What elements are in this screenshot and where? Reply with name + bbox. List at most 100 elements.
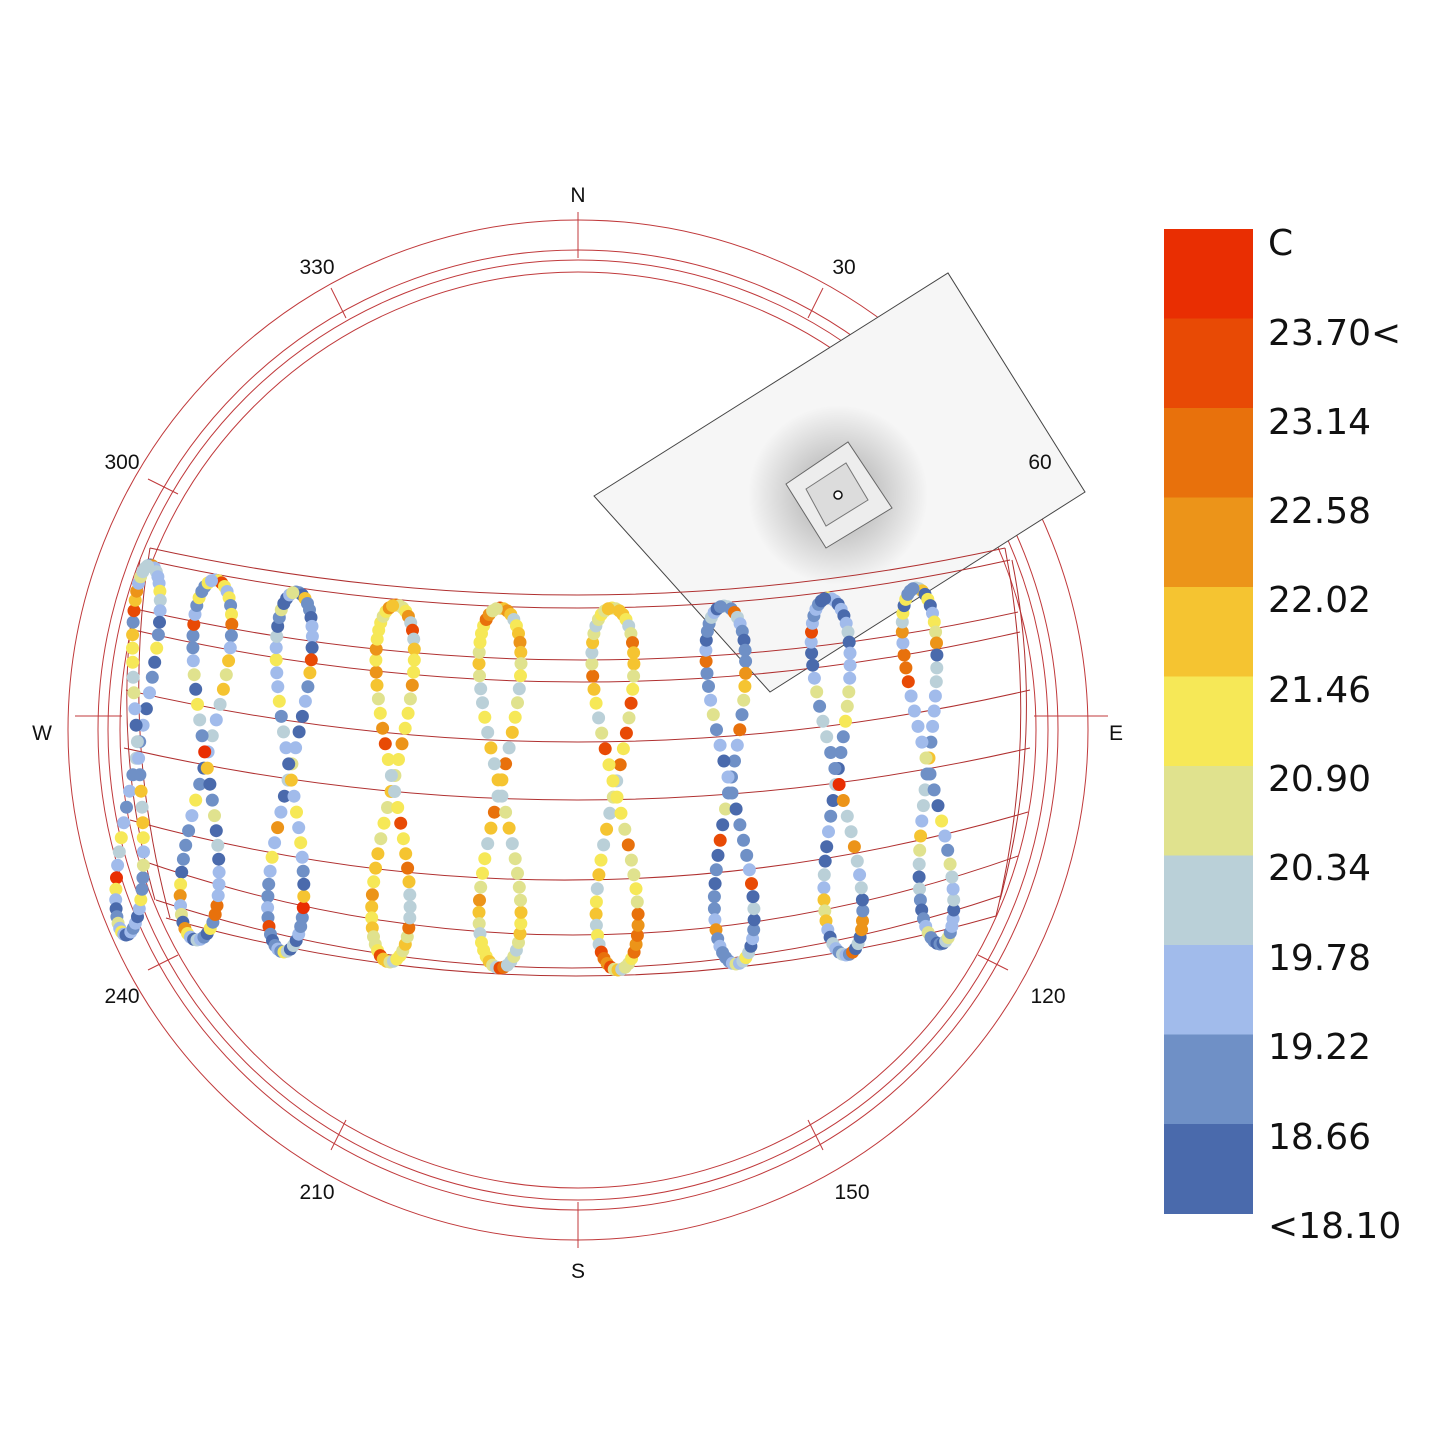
- sun-position-dot: [735, 708, 749, 722]
- sun-position-dot: [928, 689, 942, 703]
- sun-position-dot: [476, 866, 489, 880]
- sun-position-dot: [487, 757, 501, 771]
- sun-position-dot: [403, 888, 417, 902]
- sun-position-dot: [586, 669, 600, 683]
- sunpath-band-line: [133, 629, 1021, 683]
- sun-position-dot: [127, 604, 141, 618]
- sun-position-dot: [224, 629, 238, 643]
- sun-position-dot: [376, 721, 390, 735]
- sun-position-dot: [484, 821, 498, 835]
- sun-position-dot: [367, 875, 381, 889]
- sun-position-dot: [153, 604, 167, 618]
- sun-position-dot: [711, 848, 725, 862]
- compass-rings: [67, 212, 1108, 1248]
- azimuth-330-label: 330: [299, 256, 334, 279]
- sun-position-dot: [407, 642, 421, 656]
- sun-position-dot: [721, 770, 735, 784]
- sun-position-dot: [491, 773, 505, 787]
- sun-position-dot: [137, 845, 150, 859]
- sun-position-dot: [130, 735, 144, 749]
- sun-position-dot: [208, 809, 221, 823]
- sun-position-dot: [274, 709, 288, 723]
- azimuth-60-label: 60: [1028, 451, 1051, 474]
- sun-position-dot: [200, 761, 214, 775]
- sun-position-dot: [926, 719, 940, 733]
- sun-position-dot: [193, 713, 207, 727]
- sunpath-band-edge: [995, 547, 1022, 917]
- sun-position-dot: [474, 682, 488, 696]
- sun-position-dot: [906, 582, 920, 596]
- sun-position-dot: [222, 654, 236, 668]
- sun-position-dot: [186, 629, 200, 643]
- sun-position-dot: [807, 671, 821, 685]
- sun-position-dot: [618, 822, 632, 836]
- sun-position-dot: [828, 762, 842, 775]
- sun-position-dot: [945, 870, 959, 884]
- sun-position-dot: [738, 679, 752, 693]
- sun-position-dot: [710, 723, 723, 737]
- sun-position-dot: [151, 628, 165, 642]
- sun-position-dot: [277, 725, 290, 739]
- sun-position-dot: [742, 863, 756, 877]
- sunpath-band-line: [139, 609, 1019, 661]
- sun-position-dot: [176, 852, 190, 866]
- sun-position-dot: [818, 854, 832, 868]
- sun-position-dot: [401, 861, 415, 875]
- sun-position-dot: [126, 628, 140, 642]
- sun-position-dot: [730, 738, 744, 752]
- azimuth-120-label: 120: [1030, 985, 1065, 1008]
- context-geometry: [593, 272, 1086, 693]
- sun-position-dot: [912, 857, 926, 871]
- sun-position-dot: [912, 870, 926, 884]
- sun-position-dot: [597, 838, 611, 852]
- sun-position-dot: [297, 877, 311, 891]
- sun-position-dot: [603, 806, 617, 820]
- sun-position-dot: [594, 853, 608, 867]
- legend-label-23-14: 23.14: [1268, 402, 1371, 443]
- sun-position-dot: [746, 890, 760, 904]
- sun-position-dot: [606, 774, 620, 788]
- sun-position-dot: [804, 635, 818, 649]
- sun-position-dot: [514, 645, 528, 659]
- sun-position-dot: [930, 636, 943, 650]
- sun-position-dot: [818, 904, 832, 918]
- sun-position-dot: [211, 838, 225, 852]
- sun-position-dot: [277, 789, 291, 803]
- sun-position-dot: [747, 913, 761, 927]
- sun-position-dot: [737, 633, 751, 647]
- sun-position-dot: [297, 889, 311, 903]
- analemma: [173, 573, 239, 947]
- sun-position-dot: [223, 641, 237, 655]
- sun-position-dot: [929, 625, 943, 639]
- sun-position-dot: [139, 702, 153, 716]
- sun-position-dot: [817, 868, 831, 882]
- sun-position-dot: [295, 709, 309, 723]
- sun-position-dot: [927, 783, 941, 797]
- analemma: [895, 581, 961, 951]
- sun-position-dot: [511, 696, 524, 710]
- sun-position-dot: [370, 678, 384, 692]
- sun-position-dot: [127, 686, 141, 700]
- sun-position-dot: [707, 890, 721, 904]
- sun-position-dot: [225, 617, 239, 631]
- sun-position-dot: [473, 893, 486, 907]
- sun-position-dot: [589, 696, 603, 710]
- sun-position-dot: [371, 692, 385, 706]
- sun-position-dot: [708, 913, 722, 927]
- sun-position-dot: [729, 802, 743, 816]
- sun-position-dot: [133, 768, 147, 782]
- azimuth-300-label: 300: [104, 451, 139, 474]
- sun-position-dot: [631, 918, 645, 932]
- sun-position-dot: [134, 784, 148, 798]
- sun-position-dot: [211, 889, 225, 903]
- sun-position-dot: [120, 800, 133, 814]
- south-label: S: [571, 1260, 585, 1283]
- analemma: [109, 558, 167, 942]
- sun-position-dot: [381, 753, 395, 766]
- sun-position-dot: [212, 865, 226, 879]
- sun-position-dot: [126, 641, 139, 655]
- sun-position-dot: [187, 668, 201, 682]
- sun-position-dot: [145, 670, 159, 684]
- sun-position-dot: [478, 710, 492, 724]
- sun-position-dot: [627, 657, 641, 671]
